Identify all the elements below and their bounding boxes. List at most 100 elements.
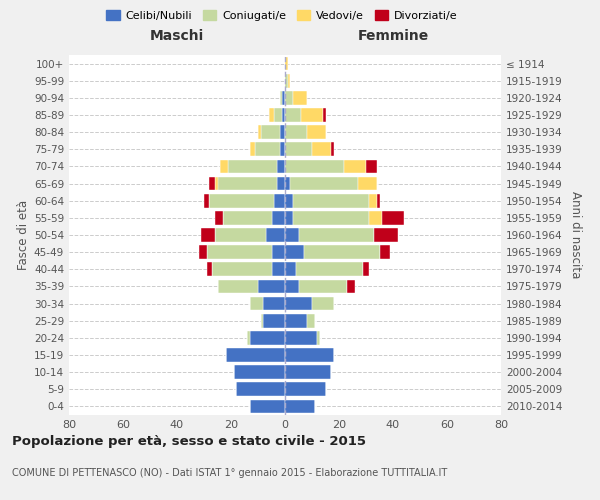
Bar xyxy=(285,142,312,156)
Bar xyxy=(215,176,218,190)
Bar xyxy=(271,211,285,224)
Bar xyxy=(269,108,274,122)
Bar xyxy=(258,126,260,139)
Bar xyxy=(260,314,263,328)
Bar xyxy=(285,176,290,190)
Bar xyxy=(296,262,364,276)
Bar xyxy=(285,56,288,70)
Bar xyxy=(285,91,293,104)
Bar xyxy=(293,211,369,224)
Bar xyxy=(263,314,285,328)
Bar xyxy=(250,296,263,310)
Bar xyxy=(285,382,325,396)
Legend: Celibi/Nubili, Coniugati/e, Vedovi/e, Divorziati/e: Celibi/Nubili, Coniugati/e, Vedovi/e, Di… xyxy=(102,6,462,25)
Bar xyxy=(285,246,304,259)
Bar xyxy=(366,160,377,173)
Bar xyxy=(369,211,382,224)
Bar xyxy=(285,366,331,379)
Bar xyxy=(374,228,398,242)
Bar xyxy=(266,228,285,242)
Y-axis label: Fasce di età: Fasce di età xyxy=(17,200,30,270)
Bar xyxy=(209,176,215,190)
Bar xyxy=(382,211,404,224)
Bar xyxy=(199,246,206,259)
Bar xyxy=(280,126,285,139)
Bar xyxy=(250,331,285,344)
Bar xyxy=(285,160,344,173)
Bar xyxy=(277,176,285,190)
Bar xyxy=(261,126,280,139)
Bar xyxy=(312,296,334,310)
Bar xyxy=(285,331,317,344)
Bar xyxy=(280,91,283,104)
Bar xyxy=(290,176,358,190)
Bar xyxy=(364,262,368,276)
Bar xyxy=(323,108,325,122)
Bar xyxy=(206,262,212,276)
Bar xyxy=(331,142,334,156)
Bar xyxy=(301,108,323,122)
Bar xyxy=(285,262,296,276)
Bar xyxy=(274,194,285,207)
Bar xyxy=(344,160,366,173)
Bar xyxy=(285,194,293,207)
Bar xyxy=(256,142,280,156)
Bar xyxy=(218,280,258,293)
Bar xyxy=(307,314,315,328)
Bar xyxy=(217,176,277,190)
Bar xyxy=(263,296,285,310)
Bar xyxy=(280,142,285,156)
Bar xyxy=(307,126,325,139)
Bar xyxy=(377,194,380,207)
Bar xyxy=(274,108,283,122)
Bar xyxy=(271,246,285,259)
Bar xyxy=(380,246,391,259)
Bar xyxy=(258,280,285,293)
Bar xyxy=(358,176,377,190)
Bar xyxy=(220,160,228,173)
Bar xyxy=(202,228,215,242)
Bar xyxy=(215,228,266,242)
Bar xyxy=(250,400,285,413)
Bar xyxy=(285,74,288,88)
Text: COMUNE DI PETTENASCO (NO) - Dati ISTAT 1° gennaio 2015 - Elaborazione TUTTITALIA: COMUNE DI PETTENASCO (NO) - Dati ISTAT 1… xyxy=(12,468,447,477)
Bar xyxy=(204,194,209,207)
Bar xyxy=(209,194,274,207)
Bar xyxy=(234,366,285,379)
Bar xyxy=(293,194,369,207)
Bar xyxy=(285,400,314,413)
Bar xyxy=(271,262,285,276)
Bar xyxy=(285,296,312,310)
Bar xyxy=(312,142,331,156)
Bar xyxy=(285,108,301,122)
Bar xyxy=(226,348,285,362)
Bar xyxy=(299,228,374,242)
Y-axis label: Anni di nascita: Anni di nascita xyxy=(569,192,582,278)
Bar xyxy=(236,382,285,396)
Bar xyxy=(285,211,293,224)
Text: Femmine: Femmine xyxy=(358,29,428,43)
Bar xyxy=(277,160,285,173)
Bar xyxy=(215,211,223,224)
Bar xyxy=(347,280,355,293)
Bar xyxy=(304,246,380,259)
Bar xyxy=(285,228,299,242)
Bar xyxy=(228,160,277,173)
Bar xyxy=(283,108,285,122)
Bar xyxy=(250,142,256,156)
Bar xyxy=(288,74,290,88)
Bar xyxy=(317,331,320,344)
Bar xyxy=(299,280,347,293)
Bar xyxy=(285,348,334,362)
Bar xyxy=(369,194,377,207)
Bar xyxy=(283,91,285,104)
Bar xyxy=(293,91,307,104)
Bar xyxy=(212,262,271,276)
Text: Maschi: Maschi xyxy=(150,29,204,43)
Bar xyxy=(247,331,250,344)
Text: Popolazione per età, sesso e stato civile - 2015: Popolazione per età, sesso e stato civil… xyxy=(12,435,366,448)
Bar xyxy=(285,314,307,328)
Bar xyxy=(285,280,299,293)
Bar xyxy=(223,211,271,224)
Bar xyxy=(206,246,271,259)
